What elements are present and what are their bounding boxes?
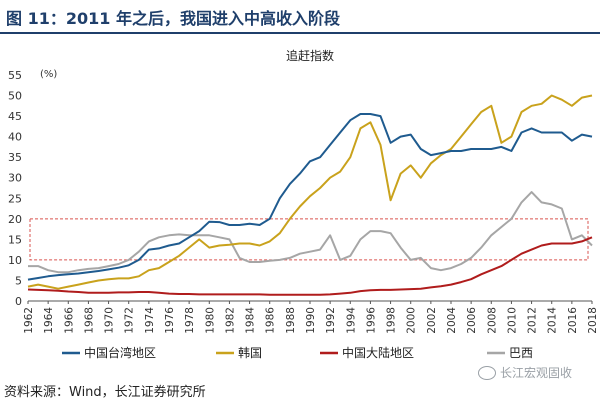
figure-title: 图 11：2011 年之后，我国进入中高收入阶段 — [6, 9, 340, 28]
x-tick-label: 1970 — [104, 307, 116, 334]
watermark-text: 长江宏观固收 — [500, 366, 573, 380]
x-tick-label: 1980 — [204, 307, 216, 334]
x-tick-label: 1966 — [63, 307, 75, 334]
y-tick-label: 30 — [8, 172, 22, 185]
y-tick-label: 55 — [8, 69, 22, 82]
x-tick-label: 2014 — [547, 307, 559, 334]
y-tick-label: 50 — [8, 90, 22, 103]
x-tick-label: 1998 — [386, 307, 398, 334]
x-tick-label: 2018 — [587, 307, 599, 334]
x-tick-label: 1994 — [345, 307, 357, 334]
header-rule — [0, 32, 600, 34]
series-line-mainland — [27, 236, 593, 296]
x-tick-label: 1962 — [23, 307, 35, 334]
legend-label-brazil: 巴西 — [509, 346, 533, 360]
figure-header: 图 11：2011 年之后，我国进入中高收入阶段 — [0, 0, 600, 40]
x-tick-label: 2000 — [406, 307, 418, 334]
x-tick-label: 1968 — [83, 307, 95, 334]
series-line-korea — [27, 94, 593, 290]
y-tick-label: 40 — [8, 131, 22, 144]
legend-label-taiwan: 中国台湾地区 — [84, 345, 156, 360]
x-tick-label: 2012 — [527, 307, 539, 334]
y-tick-label: 15 — [8, 233, 22, 246]
x-tick-label: 1992 — [325, 307, 337, 334]
wechat-icon — [478, 365, 496, 380]
y-tick-label: 5 — [15, 274, 22, 287]
y-tick-label: 10 — [8, 254, 22, 267]
y-tick-label: 0 — [15, 295, 22, 308]
unit-label: (%) — [40, 69, 57, 80]
line-chart: 追赶指数 (%) 0 5 10 15 20 25 30 35 40 45 50 55 1962 1964 196… — [8, 48, 599, 360]
x-tick-label: 1978 — [184, 307, 196, 334]
x-tick-label: 1986 — [265, 307, 277, 334]
legend-label-korea: 韩国 — [238, 345, 262, 360]
x-tick-label: 1988 — [285, 307, 297, 334]
x-tick-label: 1990 — [305, 307, 317, 334]
x-tick-label: 1984 — [245, 307, 257, 334]
y-tick-label: 25 — [8, 192, 22, 205]
x-tick-label: 2004 — [446, 307, 458, 334]
x-tick-label: 1976 — [164, 307, 176, 334]
series-line-taiwan — [27, 113, 593, 281]
x-tick-label: 1996 — [365, 307, 377, 334]
y-tick-label: 45 — [8, 110, 22, 123]
x-tick-label: 2008 — [486, 307, 498, 334]
x-tick-label: 2016 — [567, 307, 579, 334]
y-tick-label: 35 — [8, 151, 22, 164]
x-tick-label: 2006 — [466, 307, 478, 334]
watermark: 长江宏观固收 — [478, 364, 598, 386]
x-tick-label: 2010 — [506, 307, 518, 334]
chart-title: 追赶指数 — [286, 48, 334, 63]
y-tick-label: 20 — [8, 213, 22, 226]
x-tick-label: 1982 — [224, 307, 236, 334]
source-note: 资料来源：Wind，长江证券研究所 — [4, 385, 206, 400]
x-tick-label: 1974 — [144, 307, 156, 334]
series-line-brazil — [28, 191, 593, 274]
x-tick-label: 2002 — [426, 307, 438, 334]
x-tick-label: 1972 — [124, 307, 136, 334]
income-band-box — [29, 218, 589, 261]
legend-label-mainland: 中国大陆地区 — [342, 345, 414, 360]
x-tick-label: 1964 — [43, 307, 55, 334]
